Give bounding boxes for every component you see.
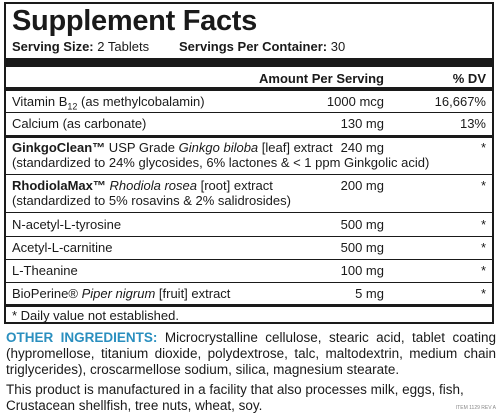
amount-value: 200 mg — [340, 178, 384, 193]
amount-value: 100 mg — [340, 263, 384, 278]
ingredient-grade: USP Grade — [105, 140, 179, 155]
nutrient-name: Calcium (as carbonate) — [12, 116, 147, 131]
brand-name: BioPerine® — [12, 286, 78, 301]
ingredient-part: [fruit] extract — [155, 286, 231, 301]
other-ingredients: OTHER INGREDIENTS: Microcrystalline cell… — [6, 330, 496, 378]
section-divider — [6, 135, 492, 138]
other-ingredients-text: Microcrystalline cellulose, stearic acid… — [6, 330, 496, 377]
ingredient-name: L-Theanine — [12, 263, 78, 278]
ingredient-part: [root] extract — [196, 178, 273, 193]
row-divider — [6, 174, 492, 175]
serving-size-label: Serving Size: — [12, 39, 94, 54]
dv-value: * — [480, 140, 486, 155]
dv-value: * — [480, 178, 486, 193]
header-divider — [6, 87, 492, 91]
botanical-name: Piper nigrum — [81, 286, 156, 301]
dv-value: 13% — [459, 116, 486, 131]
servings-per-container: Servings Per Container: 30 — [179, 39, 345, 54]
col-amount-header: Amount Per Serving — [259, 71, 384, 86]
ingredient-name: BioPerine® Piper nigrum [fruit] extract — [12, 286, 230, 301]
nutrient-form: (as methylcobalamin) — [77, 94, 205, 109]
row-divider — [6, 259, 492, 260]
amount-value: 500 mg — [340, 240, 384, 255]
row-divider — [6, 236, 492, 237]
amount-value: 130 mg — [340, 116, 384, 131]
footer-divider — [6, 304, 492, 307]
standardization-note: (standardized to 24% glycosides, 6% lact… — [12, 155, 430, 170]
thick-divider — [6, 58, 492, 67]
other-ingredients-label: OTHER INGREDIENTS: — [6, 330, 158, 345]
dv-value: 16,667% — [434, 94, 486, 109]
serving-size-value: 2 Tablets — [97, 39, 150, 54]
brand-name: GinkgoClean™ — [12, 140, 106, 155]
botanical-name: Ginkgo biloba — [178, 140, 259, 155]
dv-value: * — [480, 217, 486, 232]
nutrient-label: Vitamin B — [12, 94, 68, 109]
dv-value: * — [480, 263, 486, 278]
standardization-note: (standardized to 5% rosavins & 2% salidr… — [12, 193, 291, 208]
brand-name: RhodiolaMax™ — [12, 178, 106, 193]
nutrient-subscript: 12 — [67, 101, 78, 112]
dv-value: * — [480, 240, 486, 255]
botanical-name: Rhodiola rosea — [109, 178, 197, 193]
dv-value: * — [480, 286, 486, 301]
ingredient-part: [leaf] extract — [258, 140, 333, 155]
amount-value: 240 mg — [340, 140, 384, 155]
row-divider — [6, 112, 492, 113]
ingredient-name: N-acetyl-L-tyrosine — [12, 217, 122, 232]
ingredient-name: Acetyl-L-carnitine — [12, 240, 113, 255]
amount-value: 5 mg — [355, 286, 384, 301]
servings-per-container-label: Servings Per Container: — [179, 39, 328, 54]
ingredient-name: RhodiolaMax™ Rhodiola rosea [root] extra… — [12, 178, 273, 193]
amount-value: 1000 mcg — [326, 94, 384, 109]
col-dv-header: % DV — [452, 71, 486, 86]
serving-info: Serving Size: 2 Tablets Servings Per Con… — [12, 39, 345, 54]
item-code: ITEM 1129 REV A — [455, 405, 496, 411]
daily-value-footnote: * Daily value not established. — [12, 308, 179, 323]
ingredient-name: GinkgoClean™ USP Grade Ginkgo biloba [le… — [12, 140, 333, 155]
panel-title: Supplement Facts — [12, 5, 257, 37]
row-divider — [6, 282, 492, 283]
allergen-statement: This product is manufactured in a facili… — [6, 382, 464, 413]
nutrient-name: Vitamin B12 (as methylcobalamin) — [12, 94, 205, 115]
supplement-facts-panel: Supplement Facts Serving Size: 2 Tablets… — [4, 2, 494, 324]
row-divider — [6, 212, 492, 213]
amount-value: 500 mg — [340, 217, 384, 232]
servings-per-container-value: 30 — [330, 39, 346, 54]
